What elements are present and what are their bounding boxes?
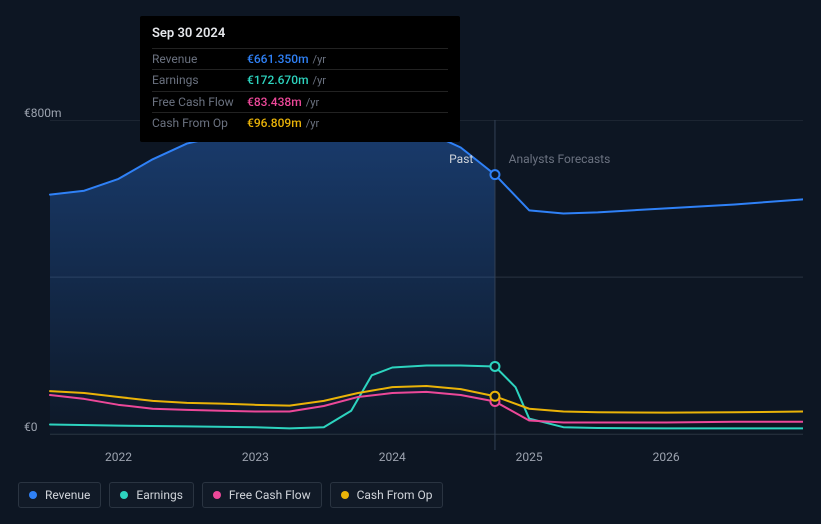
tooltip-metric-value: €172.670m	[247, 71, 309, 89]
tooltip-row: Cash From Op€96.809m/yr	[152, 112, 448, 134]
y-axis-label: €800m	[24, 106, 62, 120]
legend-label: Free Cash Flow	[229, 488, 311, 502]
tooltip-row: Free Cash Flow€83.438m/yr	[152, 91, 448, 113]
tooltip-metric-value: €96.809m	[247, 114, 302, 132]
x-axis: 2022 2023 2024 2025 2026	[18, 450, 803, 470]
tooltip-metric-value: €83.438m	[247, 93, 302, 111]
legend-item[interactable]: Cash From Op	[330, 482, 444, 508]
tooltip-metric-suffix: /yr	[306, 116, 319, 133]
x-axis-label: 2026	[653, 450, 680, 464]
legend-item[interactable]: Revenue	[18, 482, 101, 508]
tooltip-metric-label: Earnings	[152, 71, 247, 89]
tooltip-row: Earnings€172.670m/yr	[152, 69, 448, 91]
legend-label: Earnings	[136, 488, 183, 502]
tooltip-metric-suffix: /yr	[313, 52, 326, 69]
legend-item[interactable]: Earnings	[109, 482, 194, 508]
legend-dot-icon	[341, 491, 349, 499]
chart-tooltip: Sep 30 2024 Revenue€661.350m/yrEarnings€…	[140, 16, 460, 142]
legend-dot-icon	[120, 491, 128, 499]
tooltip-metric-label: Cash From Op	[152, 114, 247, 132]
legend-dot-icon	[213, 491, 221, 499]
tooltip-metric-suffix: /yr	[313, 73, 326, 90]
tooltip-metric-label: Free Cash Flow	[152, 93, 247, 111]
tooltip-metric-label: Revenue	[152, 50, 247, 68]
x-axis-label: 2025	[516, 450, 543, 464]
legend-label: Cash From Op	[357, 488, 433, 502]
tooltip-metric-suffix: /yr	[306, 95, 319, 112]
chart-plot[interactable]	[18, 120, 803, 450]
tooltip-date: Sep 30 2024	[152, 24, 448, 44]
legend-label: Revenue	[45, 488, 90, 502]
x-axis-label: 2022	[105, 450, 132, 464]
chart-legend: Revenue Earnings Free Cash Flow Cash From O…	[18, 482, 443, 508]
legend-dot-icon	[29, 491, 37, 499]
x-axis-label: 2023	[242, 450, 269, 464]
legend-item[interactable]: Free Cash Flow	[202, 482, 322, 508]
x-axis-label: 2024	[379, 450, 406, 464]
tooltip-row: Revenue€661.350m/yr	[152, 48, 448, 70]
tooltip-metric-value: €661.350m	[247, 50, 309, 68]
